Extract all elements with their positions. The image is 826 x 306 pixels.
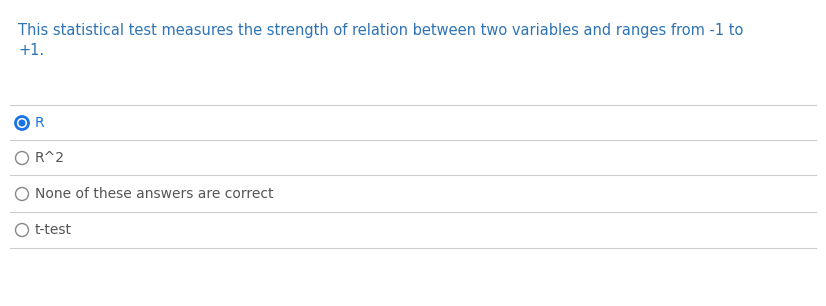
Text: t-test: t-test [35,223,72,237]
Circle shape [18,120,26,126]
Text: +1.: +1. [18,43,44,58]
Text: R^2: R^2 [35,151,65,165]
Text: None of these answers are correct: None of these answers are correct [35,187,273,201]
Text: This statistical test measures the strength of relation between two variables an: This statistical test measures the stren… [18,23,743,38]
Text: R: R [35,116,45,130]
